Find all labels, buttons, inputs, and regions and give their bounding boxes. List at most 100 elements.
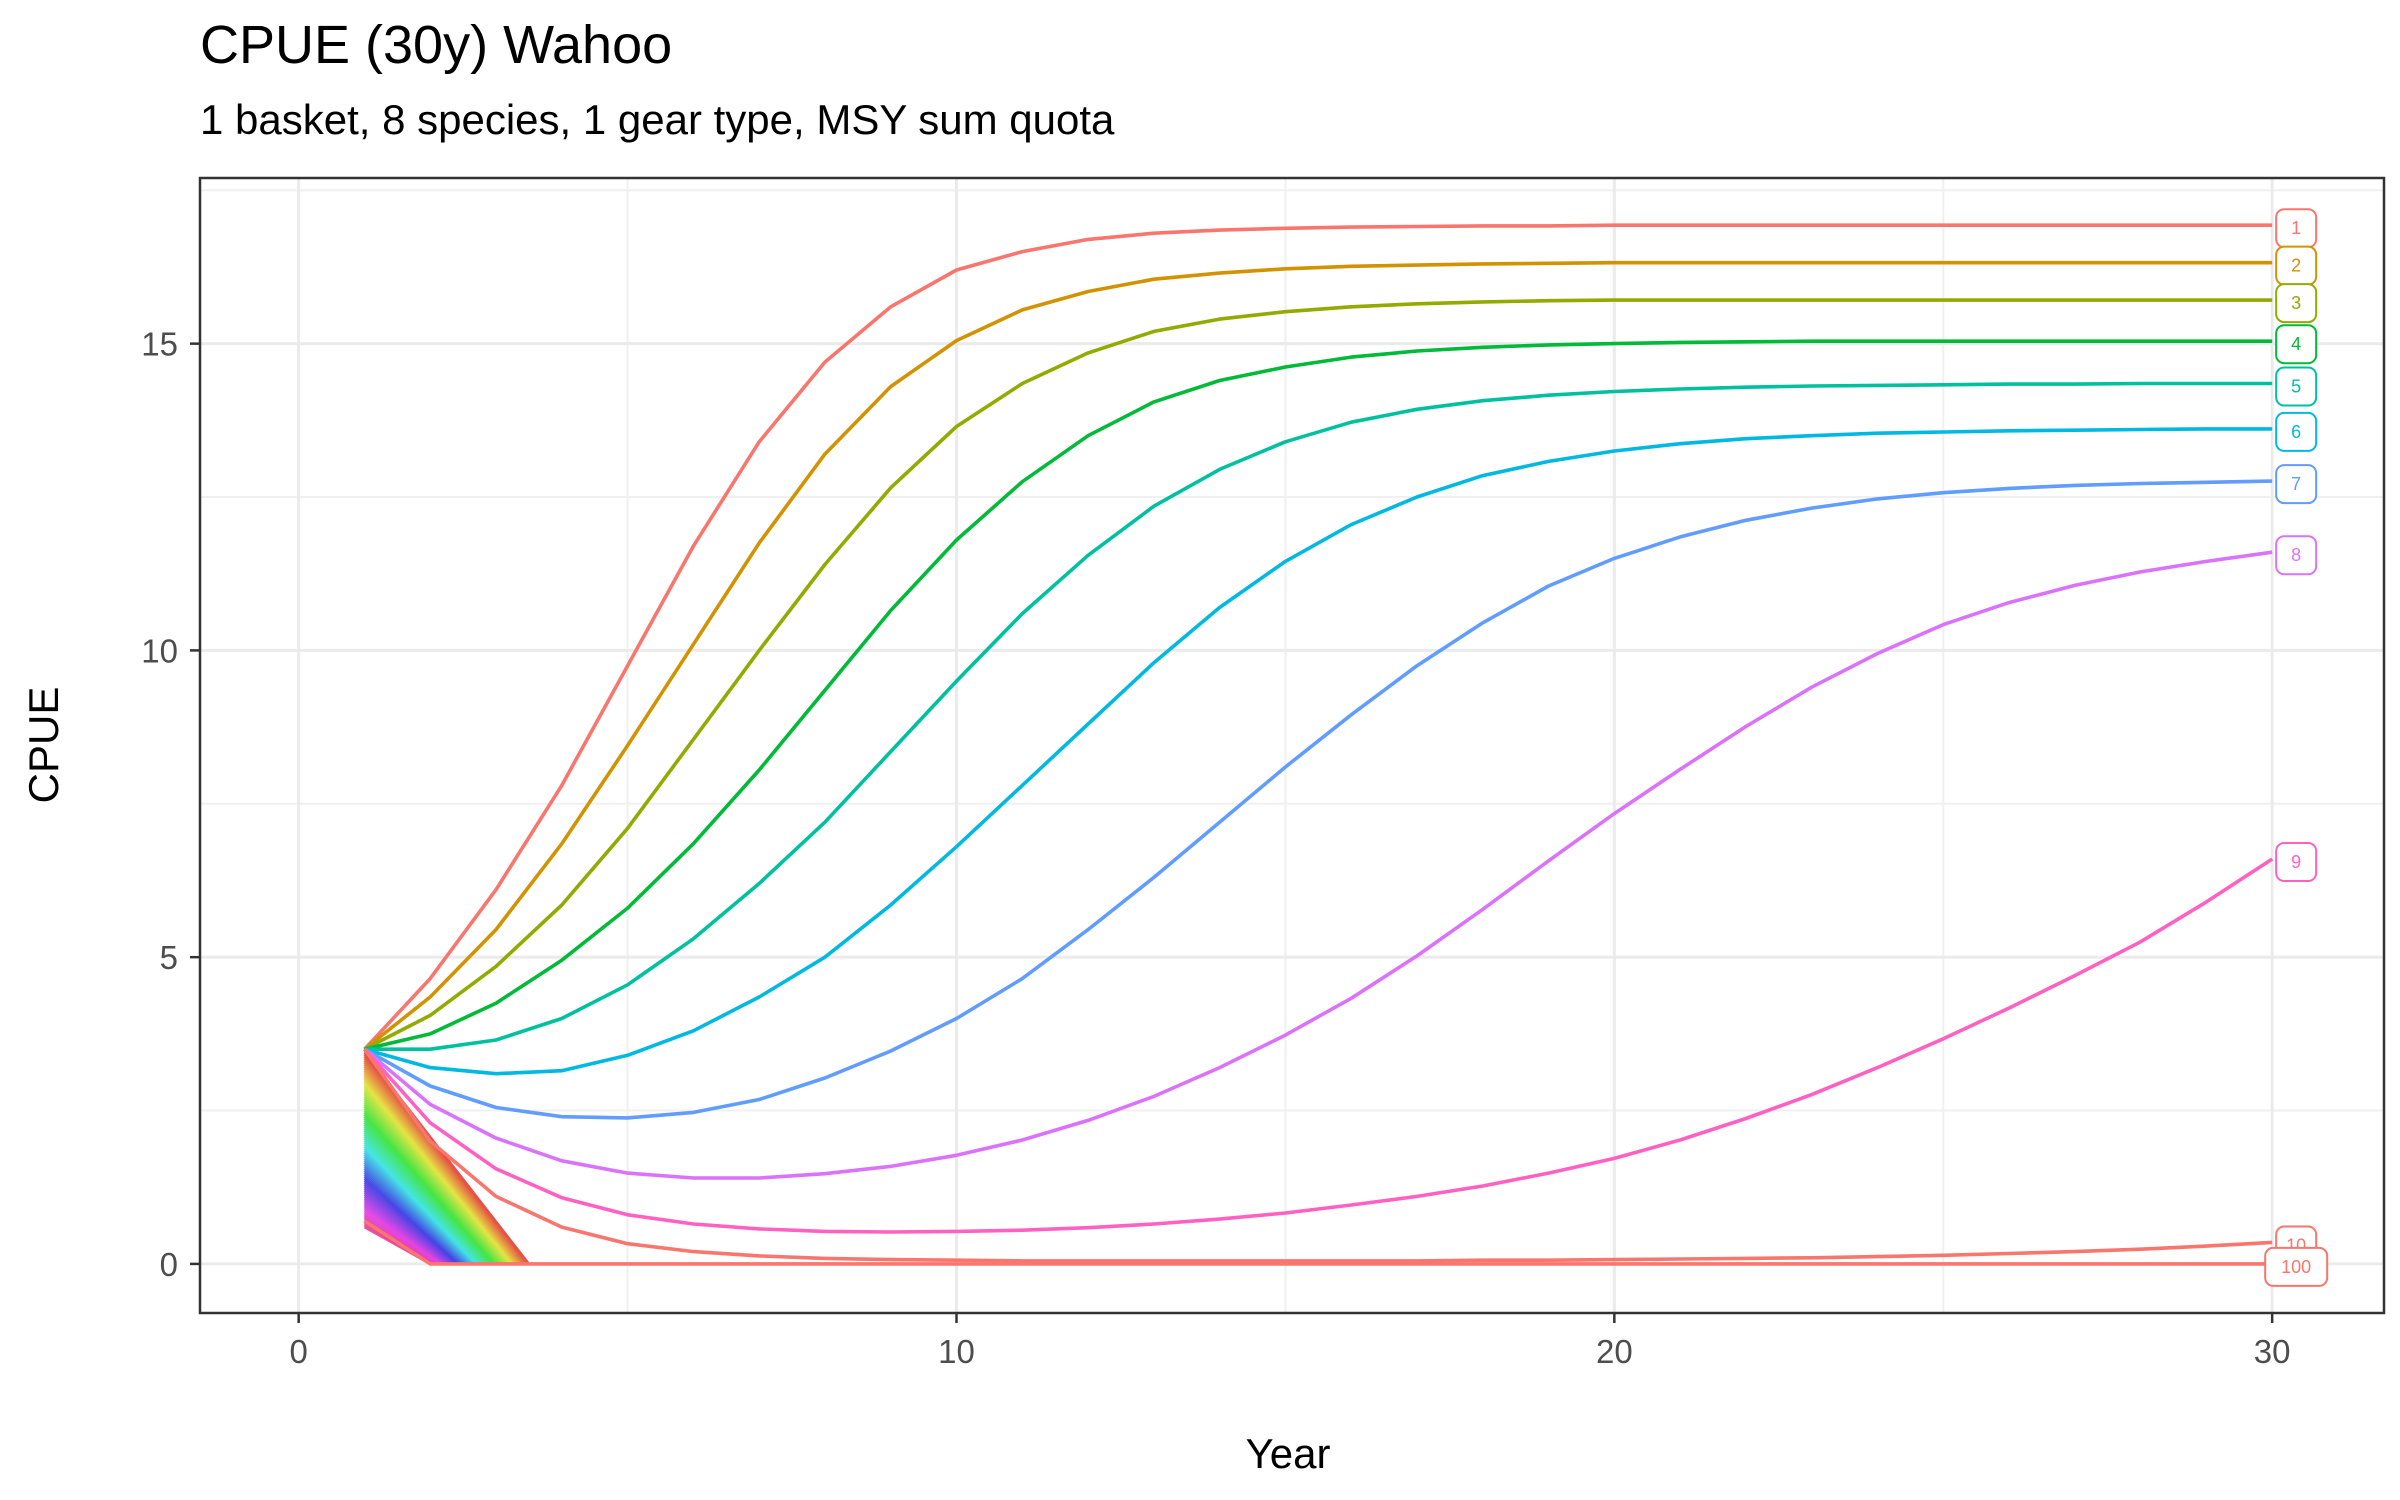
background-series-line: [363, 1117, 2273, 1266]
background-series-line: [363, 1212, 2273, 1266]
end-label-4: 4: [2275, 324, 2318, 365]
background-series-line: [363, 1165, 2273, 1266]
end-label-text: 7: [2291, 474, 2301, 494]
end-label-text: 2: [2291, 256, 2301, 276]
background-series-line: [363, 1214, 2273, 1266]
end-label-box: [2275, 411, 2318, 452]
x-tick-label: 0: [289, 1333, 307, 1370]
end-label-5: 5: [2275, 366, 2318, 407]
background-series-line: [363, 1224, 2273, 1266]
background-series-line: [363, 1113, 2273, 1266]
background-series-line: [363, 1115, 2273, 1266]
x-axis-title: Year: [1246, 1430, 1331, 1477]
end-label-box: [2275, 283, 2318, 324]
end-label-box: [2275, 366, 2318, 407]
background-series-line: [363, 1163, 2273, 1266]
background-series-line: [363, 1057, 2273, 1266]
y-tick-label: 0: [160, 1246, 178, 1283]
background-series-line: [363, 1075, 2273, 1266]
y-tick-label: 10: [141, 632, 178, 669]
end-label-9: 9: [2275, 842, 2318, 882]
panel-border: [198, 176, 2386, 1315]
end-label-box: [2275, 842, 2318, 882]
end-label-100: 100: [2264, 1246, 2329, 1287]
end-label-text: 4: [2291, 334, 2301, 354]
background-series-line: [363, 1109, 2273, 1266]
series-line-1: [363, 223, 2273, 1051]
end-label-box: [2275, 535, 2318, 576]
background-series-line: [363, 1222, 2273, 1266]
end-label-box: [2275, 324, 2318, 365]
end-label-8: 8: [2275, 535, 2318, 576]
background-series-line: [363, 1123, 2273, 1266]
background-series-line: [363, 1161, 2273, 1266]
background-series-line: [363, 1053, 2273, 1266]
y-tick-label: 5: [160, 939, 178, 976]
end-label-2: 2: [2275, 245, 2318, 286]
x-tick-label: 10: [938, 1333, 975, 1370]
background-series-line: [363, 1103, 2273, 1266]
y-axis-title: CPUE: [20, 687, 67, 804]
end-label-box: [2275, 464, 2318, 505]
background-series-line: [363, 1071, 2273, 1266]
background-series-line: [363, 1073, 2273, 1266]
background-series-line: [363, 1133, 2273, 1266]
series-line-4: [364, 339, 2273, 1051]
background-series-line: [363, 1055, 2273, 1266]
background-series-line: [363, 1061, 2273, 1266]
background-series-line: [363, 1127, 2273, 1266]
background-series-line: [363, 1177, 2273, 1266]
background-series-line: [363, 1220, 2273, 1266]
end-label-text: 5: [2291, 377, 2301, 397]
end-label-text: 8: [2291, 545, 2301, 565]
series-line-6: [364, 427, 2273, 1076]
background-series-line: [363, 1131, 2273, 1266]
background-series-line: [363, 1063, 2273, 1266]
background-lines-layer: [363, 1051, 2273, 1266]
series-line-100: [363, 1219, 2273, 1266]
end-label-3: 3: [2275, 283, 2318, 324]
series-line-5: [364, 381, 2273, 1051]
background-series-line: [363, 1059, 2273, 1266]
series-line-7: [363, 479, 2273, 1120]
background-series-line: [363, 1093, 2273, 1266]
background-series-line: [363, 1125, 2273, 1266]
series-line-3: [363, 298, 2273, 1051]
end-label-text: 3: [2291, 293, 2301, 313]
background-series-line: [363, 1181, 2273, 1266]
end-label-box: [2264, 1246, 2329, 1287]
chart-subtitle: 1 basket, 8 species, 1 gear type, MSY su…: [200, 96, 1115, 143]
background-series-line: [363, 1067, 2273, 1266]
background-series-line: [363, 1101, 2273, 1266]
y-tick-label: 15: [141, 326, 178, 363]
series-line-9: [363, 857, 2274, 1234]
grid-layer: [200, 178, 2384, 1313]
background-series-line: [363, 1183, 2273, 1266]
background-series-line: [363, 1095, 2273, 1266]
x-tick-label: 30: [2254, 1333, 2291, 1370]
series-line-10: [363, 1048, 2273, 1263]
background-series-line: [363, 1107, 2273, 1266]
end-label-text: 100: [2281, 1257, 2311, 1277]
background-series-line: [363, 1069, 2273, 1266]
series-line-2: [363, 260, 2273, 1051]
end-label-text: 1: [2291, 218, 2301, 238]
x-tick-label: 20: [1596, 1333, 1633, 1370]
background-series-line: [363, 1129, 2273, 1266]
end-label-text: 9: [2291, 852, 2301, 872]
series-lines-layer: [363, 223, 2274, 1266]
series-line-8: [363, 550, 2273, 1180]
background-series-line: [363, 1119, 2273, 1266]
background-series-line: [363, 1079, 2273, 1266]
background-series-line: [363, 1051, 2273, 1266]
end-label-7: 7: [2275, 464, 2318, 505]
end-label-1: 1: [2275, 208, 2318, 249]
background-series-line: [363, 1111, 2273, 1266]
end-label-text: 6: [2291, 422, 2301, 442]
chart-title: CPUE (30y) Wahoo: [200, 15, 673, 75]
background-series-line: [363, 1218, 2273, 1266]
background-series-line: [363, 1099, 2273, 1266]
